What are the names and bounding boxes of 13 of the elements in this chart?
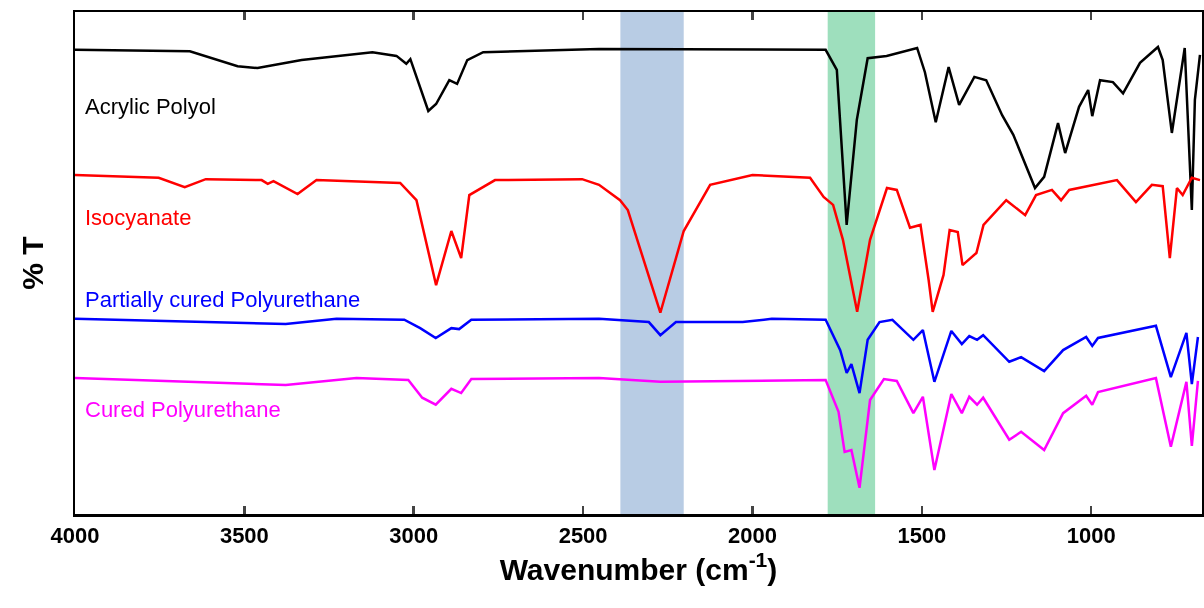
series-label: Partially cured Polyurethane [85, 287, 361, 312]
x-axis-title: Wavenumber (cm$^{-1}$) [499, 548, 778, 586]
x-tick-label: 3500 [219, 522, 269, 548]
series-label: Acrylic Polyol [85, 94, 216, 119]
x-tick-label: 1000 [1066, 522, 1116, 548]
x-tick-label: 2000 [728, 522, 777, 548]
x-tick-label: 2500 [558, 522, 608, 548]
x-tick-label: 4000 [50, 522, 100, 548]
y-axis-title: % T [16, 236, 50, 290]
x-tick-label: 3000 [389, 522, 439, 548]
series-label: Isocyanate [85, 205, 192, 230]
series-label: Cured Polyurethane [85, 397, 281, 422]
x-tick-label: 1500 [897, 522, 947, 548]
